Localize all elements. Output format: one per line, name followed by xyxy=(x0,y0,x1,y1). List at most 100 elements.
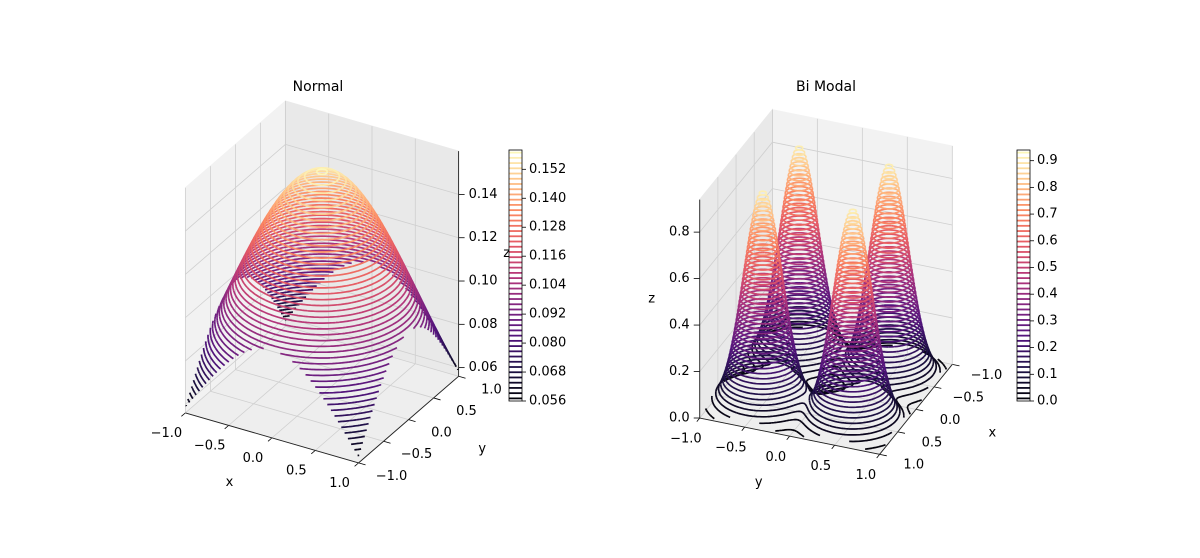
z-tick-label: 0.12 xyxy=(469,230,498,245)
colorbar-tick-label: 0.092 xyxy=(529,307,566,322)
contour-line xyxy=(266,190,378,247)
contour-line xyxy=(187,314,457,451)
colorbar-tick-label: 0.104 xyxy=(529,278,566,293)
tick-mark xyxy=(879,453,887,457)
tick-mark xyxy=(458,375,466,379)
contour-lines xyxy=(704,145,948,450)
y-axis-label: y xyxy=(478,441,486,456)
tick-mark xyxy=(696,417,701,422)
colorbar-tick-label: 0.080 xyxy=(529,336,566,351)
x-tick-label: −0.5 xyxy=(952,390,984,405)
colorbar-background xyxy=(1017,150,1030,401)
tick-mark xyxy=(311,450,316,455)
colorbar-tick-label: 0.152 xyxy=(529,162,566,177)
axis-line xyxy=(185,412,359,464)
x-axis-label: x xyxy=(226,475,234,490)
x-tick-label: 0.0 xyxy=(243,451,264,466)
tick-mark xyxy=(934,386,942,389)
contour-line xyxy=(315,168,329,176)
contour-line xyxy=(758,145,894,214)
tick-mark xyxy=(267,437,273,442)
contour-line xyxy=(190,307,454,440)
colorbar-tick-label: 0.9 xyxy=(1037,153,1058,168)
colorbar-tick-label: 0.4 xyxy=(1037,287,1058,302)
tick-mark xyxy=(952,364,960,367)
tick-mark xyxy=(358,462,366,466)
x-tick-label: −0.5 xyxy=(194,438,226,453)
y-tick-label: 0.5 xyxy=(456,404,477,419)
colorbar-tick-label: 0.1 xyxy=(1037,367,1058,382)
x-tick-label: 0.0 xyxy=(940,413,961,428)
tick-mark xyxy=(831,445,835,450)
y-tick-label: 0.5 xyxy=(810,459,831,474)
tick-mark xyxy=(224,425,229,430)
tick-mark xyxy=(786,435,790,441)
z-tick-label: 0.06 xyxy=(469,360,498,375)
colorbar-tick-label: 0.0 xyxy=(1037,394,1058,409)
y-tick-label: 0.0 xyxy=(766,450,787,465)
x-tick-label: −1.0 xyxy=(971,368,1003,383)
y-tick-label: 0.0 xyxy=(431,426,452,441)
contour-lines xyxy=(185,166,459,457)
colorbar-tick-label: 0.5 xyxy=(1037,260,1058,275)
grid-line xyxy=(285,187,459,239)
x-tick-label: 0.5 xyxy=(286,463,307,478)
tick-mark xyxy=(897,431,906,434)
z-axis-label: z xyxy=(648,291,655,306)
contour-line xyxy=(743,210,909,294)
colorbar-tick-label: 0.7 xyxy=(1037,207,1058,222)
subplot: −1.0 −0.5 0.0 0.5 1.0 x −1.0 −0.5 0.0 0.5 1.0 y 0.06… xyxy=(151,79,567,491)
grid-line xyxy=(260,347,434,399)
tick-mark xyxy=(408,419,416,422)
y-tick-label: 1.0 xyxy=(481,382,502,397)
subplot-title: Bi Modal xyxy=(796,79,856,95)
z-tick-label: 0.08 xyxy=(469,317,498,332)
colorbar-tick-label: 0.140 xyxy=(529,191,566,206)
grid-line xyxy=(699,141,773,233)
colorbar-tick-label: 0.6 xyxy=(1037,233,1058,248)
axis-line xyxy=(879,364,953,455)
colorbar-tick-label: 0.056 xyxy=(529,394,566,409)
y-tick-label: −1.0 xyxy=(670,432,702,447)
colorbar-tick-label: 0.068 xyxy=(529,365,566,380)
y-tick-label: −0.5 xyxy=(401,447,433,462)
grid-line xyxy=(210,390,384,442)
contour-line xyxy=(243,221,401,301)
contour-line xyxy=(207,278,437,394)
grid-line xyxy=(235,369,409,420)
x-tick-label: 1.0 xyxy=(903,458,924,473)
subplot-title: Normal xyxy=(293,79,344,95)
y-tick-label: −1.0 xyxy=(376,469,408,484)
subplot: −1.0−0.50.00.51.0x−1.0−0.50.00.51.0y0.00… xyxy=(648,79,1057,490)
z-tick-label: 0.8 xyxy=(669,225,690,240)
x-tick-label: −1.0 xyxy=(151,426,183,441)
colorbar-tick-label: 0.3 xyxy=(1037,313,1058,328)
colorbar-tick-label: 0.2 xyxy=(1037,340,1058,355)
z-axis-label: z xyxy=(503,246,510,261)
axis-line xyxy=(699,417,880,455)
colorbar-tick-label: 0.8 xyxy=(1037,180,1058,195)
z-tick-label: 0.2 xyxy=(669,364,690,379)
colorbar-frame xyxy=(1016,149,1031,402)
colorbar-tick-label: 0.116 xyxy=(529,249,566,264)
x-tick-label: 0.5 xyxy=(922,435,943,450)
tick-mark xyxy=(433,397,441,401)
x-axis-label: x xyxy=(989,425,997,440)
tick-mark xyxy=(354,462,359,467)
contour-line xyxy=(745,198,907,280)
z-tick-label: 0.10 xyxy=(469,274,498,289)
y-axis-label: y xyxy=(755,475,763,490)
z-tick-label: 0.0 xyxy=(669,411,690,426)
colorbar-frame xyxy=(508,149,523,402)
contour-line xyxy=(303,166,341,187)
grid-line xyxy=(285,144,459,195)
tick-mark xyxy=(383,440,391,444)
colorbar-tick-label: 0.128 xyxy=(529,220,566,235)
z-tick-label: 0.6 xyxy=(669,271,690,286)
grid-line xyxy=(185,187,286,275)
axis-line xyxy=(358,375,459,464)
colorbar-background xyxy=(509,150,522,401)
tick-mark xyxy=(741,426,746,431)
